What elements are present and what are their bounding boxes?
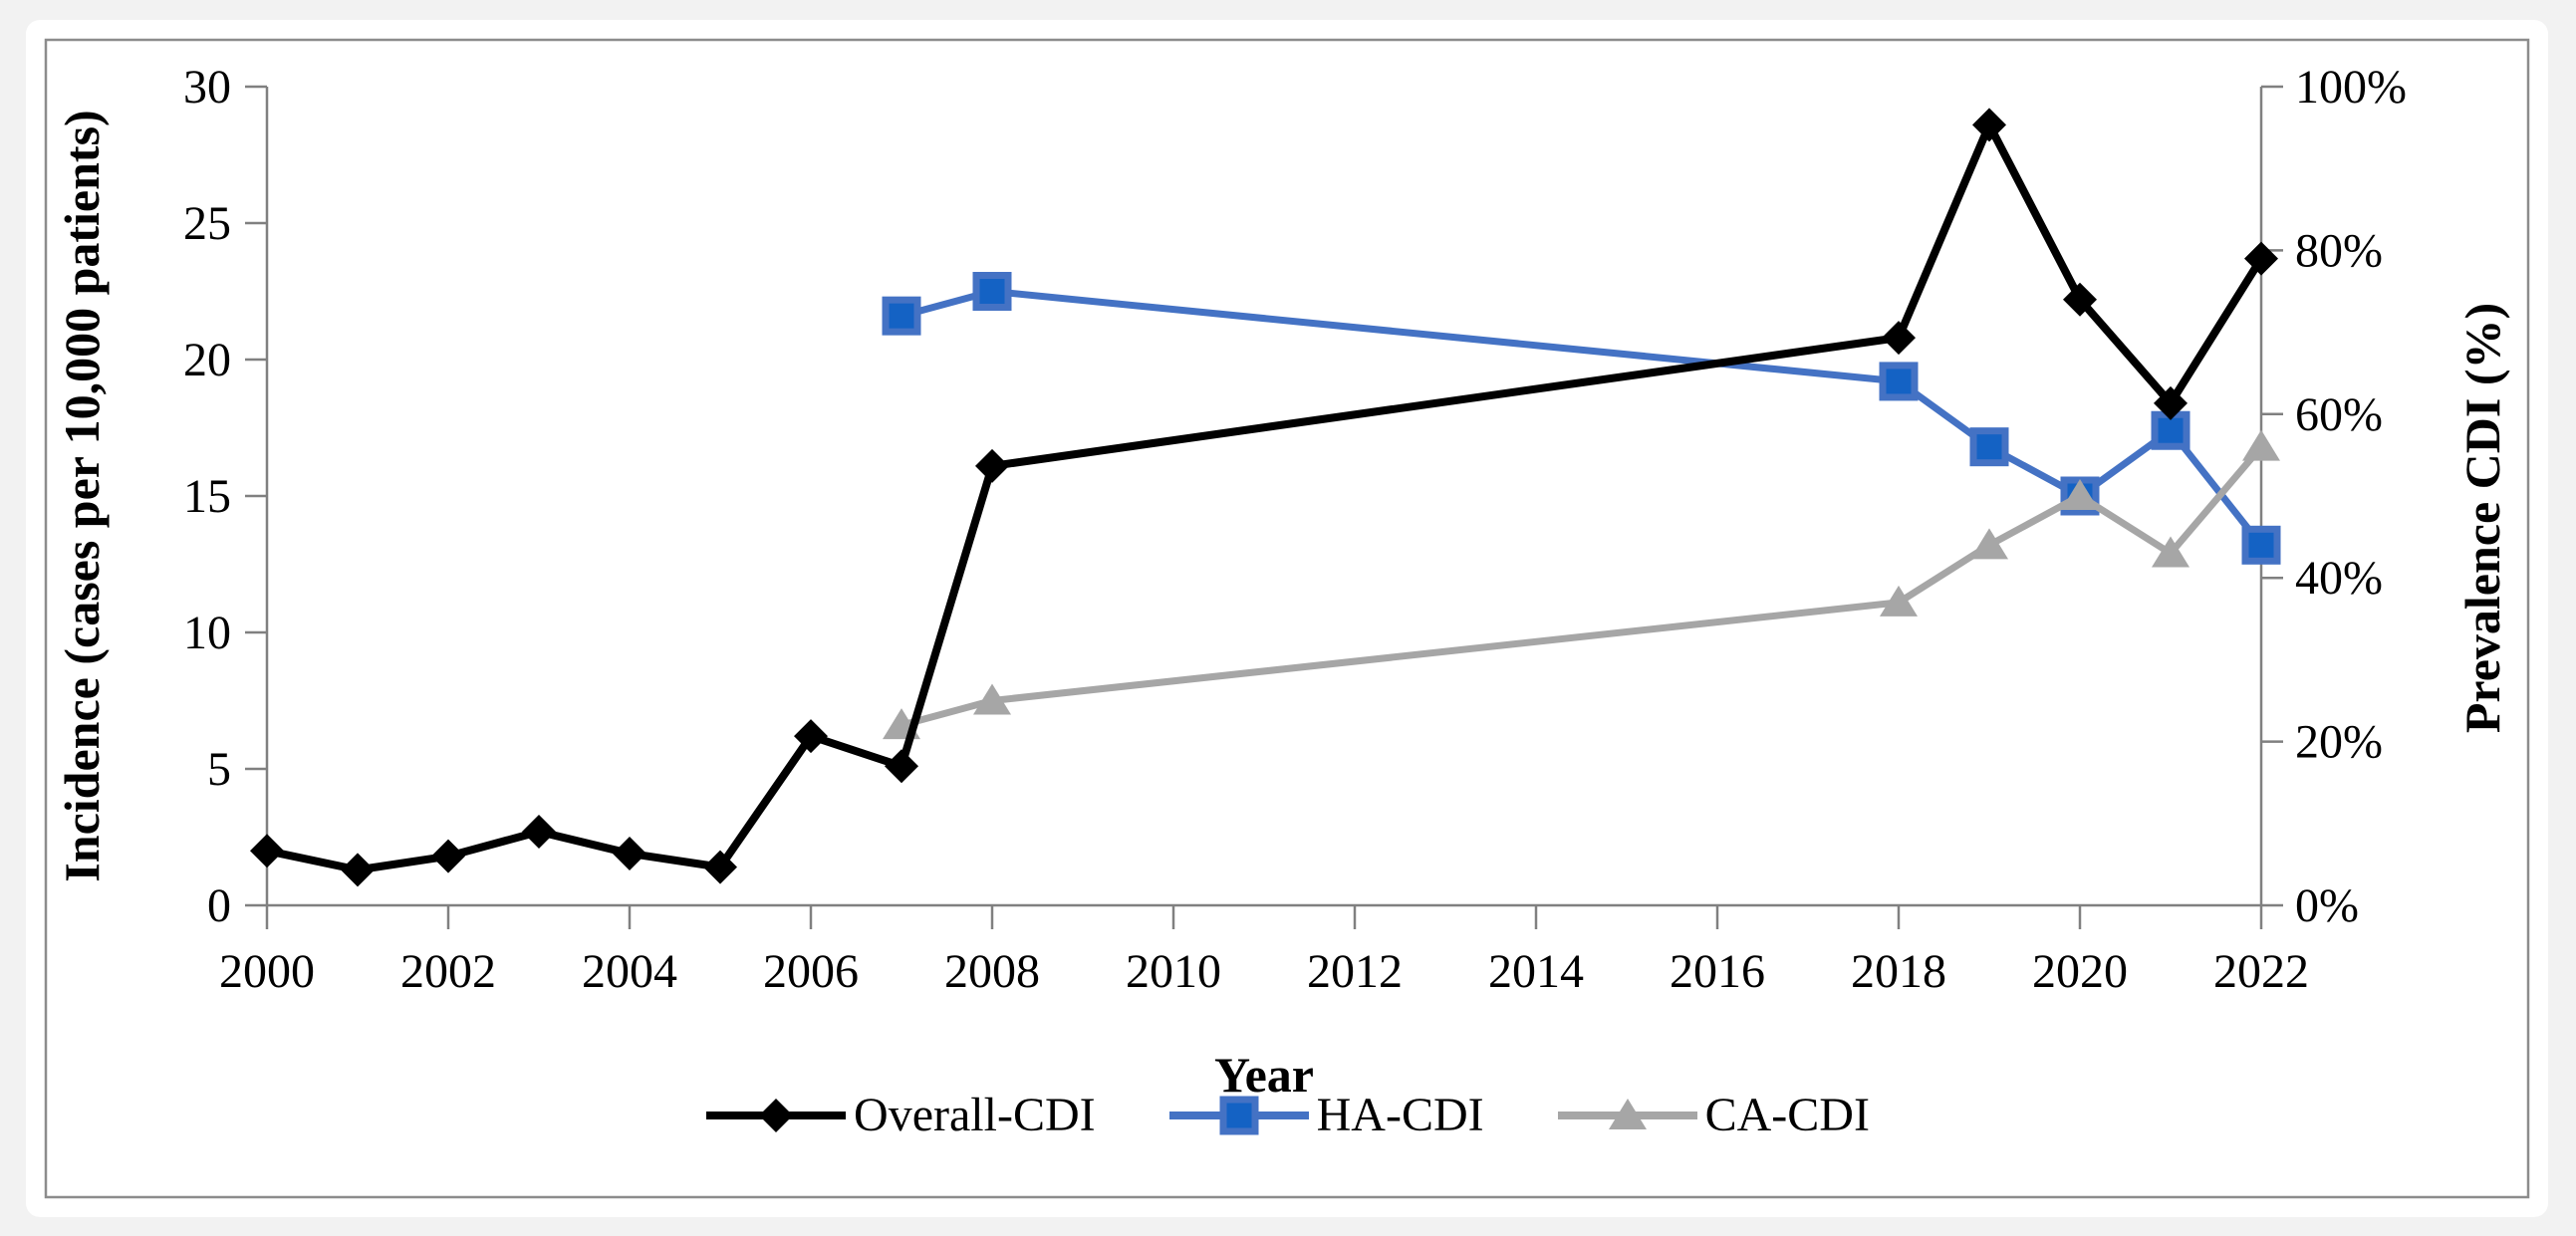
right-y-tick-label: 40% — [2295, 552, 2383, 605]
x-tick-label: 2008 — [944, 945, 1040, 998]
x-tick-label: 2016 — [1670, 945, 1765, 998]
overall-cdi-marker — [703, 850, 737, 884]
overall-cdi-marker — [1882, 321, 1916, 356]
x-tick-label: 2006 — [763, 945, 859, 998]
left-y-tick-label: 20 — [183, 334, 231, 386]
ca-cdi-marker — [1970, 528, 2008, 560]
legend-item-ca-cdi: CA-CDI — [1557, 1089, 1870, 1141]
ha-cdi-marker — [1219, 1096, 1259, 1135]
overall-cdi-marker — [1972, 108, 2006, 142]
right-y-tick-label: 20% — [2295, 716, 2383, 769]
ha-cdi-marker — [2241, 525, 2281, 565]
legend-label-overall-cdi: Overall-CDI — [854, 1089, 1096, 1141]
ha-cdi-marker — [972, 272, 1012, 311]
x-tick-label: 2018 — [1851, 945, 1946, 998]
figure-card — [26, 20, 2548, 1217]
legend-item-ha-cdi: HA-CDI — [1168, 1089, 1484, 1141]
x-tick-label: 2022 — [2213, 945, 2309, 998]
left-y-tick-label: 5 — [207, 743, 231, 796]
legend: Overall-CDI HA-CDI CA-CDI — [0, 1092, 2576, 1139]
ca-cdi-marker — [2061, 479, 2099, 510]
ca-cdi-legend-marker-icon — [1557, 1099, 1697, 1129]
ha-cdi-marker — [882, 296, 921, 336]
left-y-tick-label: 15 — [183, 470, 231, 523]
left-y-tick-label: 10 — [183, 607, 231, 659]
overall-cdi-marker — [613, 836, 646, 870]
x-tick-label: 2002 — [400, 945, 496, 998]
series-ca-cdi — [883, 429, 2280, 740]
ca-cdi-marker — [973, 683, 1011, 715]
overall-cdi-marker — [2244, 241, 2278, 276]
ca-cdi-marker — [1608, 1099, 1647, 1129]
overall-cdi-marker — [2154, 385, 2188, 420]
series-ha-cdi — [882, 272, 2281, 565]
overall-cdi-marker — [341, 853, 375, 887]
ca-cdi-marker — [1880, 585, 1918, 617]
ca-cdi-marker — [2152, 536, 2190, 568]
legend-label-ha-cdi: HA-CDI — [1316, 1089, 1484, 1141]
x-tick-label: 2010 — [1126, 945, 1221, 998]
left-y-tick-label: 30 — [183, 61, 231, 114]
x-tick-label: 2014 — [1488, 945, 1584, 998]
overall-cdi-marker — [885, 749, 918, 784]
right-y-tick-label: 80% — [2295, 224, 2383, 277]
ha-cdi-marker — [1969, 427, 2009, 467]
x-axis-title: Year — [1214, 1047, 1314, 1103]
series-overall-cdi — [250, 108, 2278, 887]
left-axis-title: Incidence (cases per 10,000 patients) — [54, 110, 110, 882]
ha-cdi-marker — [1879, 362, 1919, 401]
right-axis-title: Prevalence CDI (%) — [2454, 302, 2510, 734]
overall-cdi-marker — [975, 448, 1009, 483]
x-tick-label: 2012 — [1307, 945, 1403, 998]
left-y-tick-label: 0 — [207, 879, 231, 932]
overall-cdi-marker — [2063, 282, 2097, 317]
ca-cdi-line — [898, 443, 2265, 729]
overall-cdi-marker — [794, 719, 828, 754]
overall-cdi-marker — [431, 839, 465, 873]
overall-cdi-line — [263, 121, 2265, 874]
right-y-tick-label: 100% — [2295, 61, 2407, 114]
right-y-tick-label: 0% — [2295, 879, 2359, 932]
overall-cdi-marker — [250, 834, 284, 868]
x-tick-label: 2004 — [582, 945, 677, 998]
x-tick-label: 2000 — [219, 945, 315, 998]
x-tick-label: 2020 — [2032, 945, 2128, 998]
overall-cdi-legend-marker-icon — [706, 1099, 847, 1132]
overall-cdi-marker — [759, 1099, 794, 1132]
legend-item-overall-cdi: Overall-CDI — [706, 1092, 1096, 1139]
ca-cdi-marker — [2242, 429, 2280, 461]
left-y-tick-label: 25 — [183, 197, 231, 250]
overall-cdi-marker — [522, 815, 556, 850]
legend-label-ca-cdi: CA-CDI — [1704, 1089, 1870, 1141]
right-y-tick-label: 60% — [2295, 388, 2383, 441]
chart-frame-border — [44, 38, 2530, 1199]
ha-cdi-legend-marker-icon — [1168, 1096, 1309, 1135]
